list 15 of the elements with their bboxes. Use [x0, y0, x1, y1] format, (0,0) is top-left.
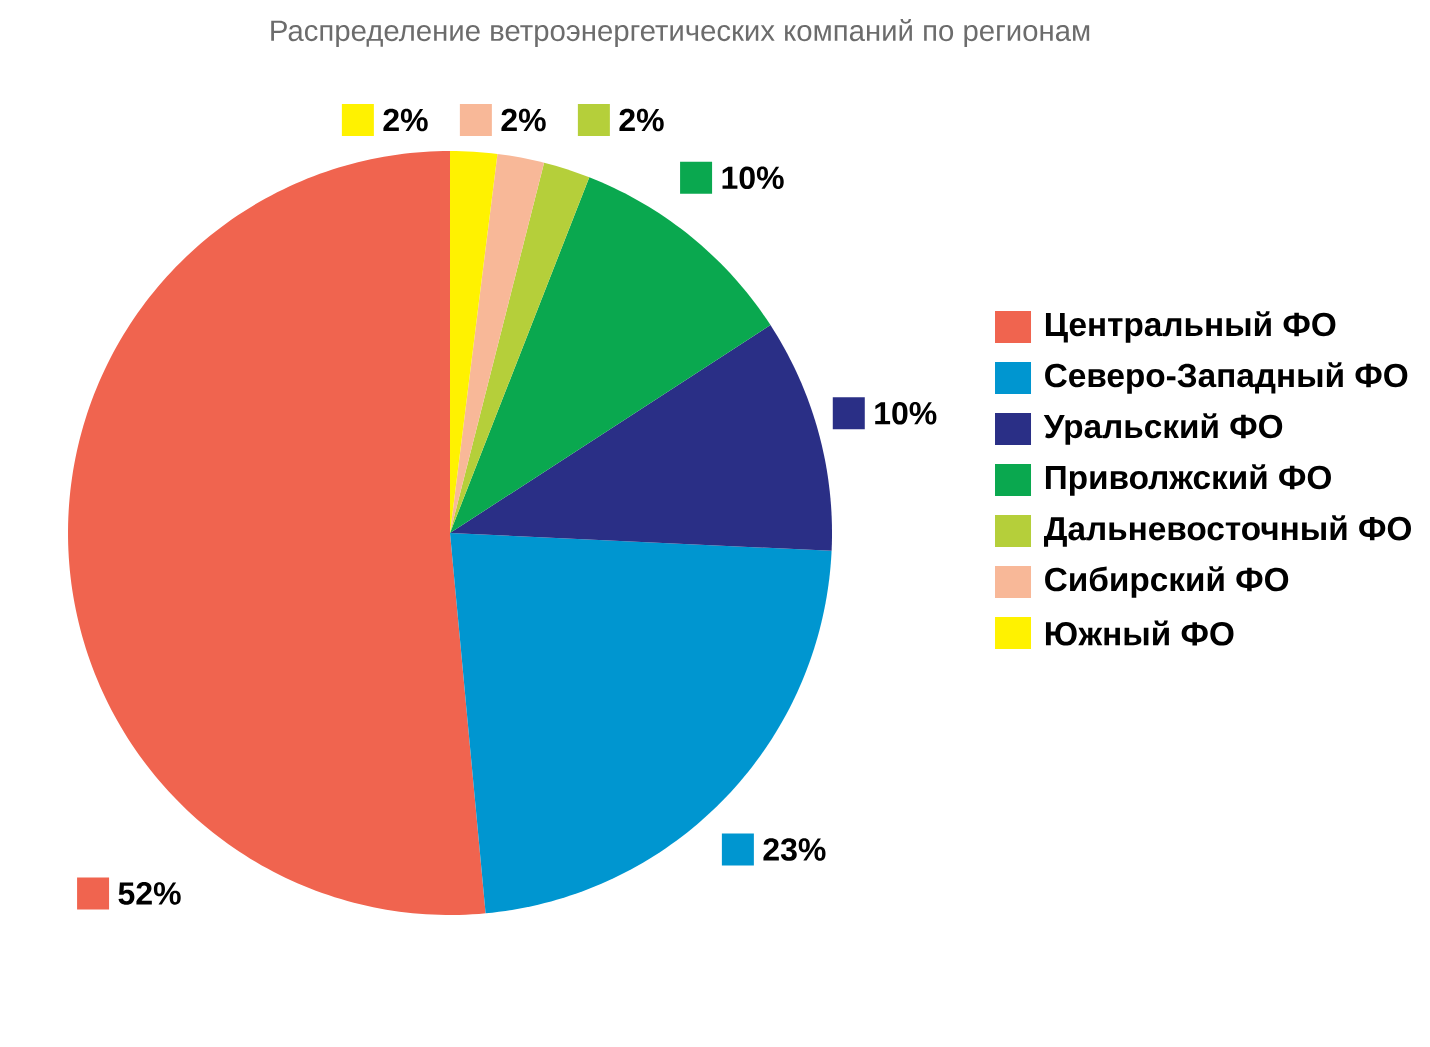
data-label: 10%	[875, 401, 937, 425]
legend-label: Уральский ФО	[1043, 413, 1283, 445]
legend-label: Приволжский ФО	[1045, 464, 1331, 496]
data-label: 2%	[383, 108, 428, 132]
data-label: 2%	[501, 108, 546, 132]
data-label: 2%	[619, 108, 664, 132]
legend-label: Сибирский ФО	[1045, 566, 1289, 598]
data-label: 23%	[763, 838, 826, 861]
chart-title: Распределение ветроэнергетических компаний по регионам	[271, 19, 1090, 47]
legend-label: Южный ФО	[1045, 620, 1234, 646]
legend-label: Центральный ФО	[1045, 311, 1336, 343]
data-label: 10%	[722, 166, 784, 190]
legend-label: Северо-Западный ФО	[1045, 362, 1408, 394]
legend-label: Дальневосточный ФО	[1044, 515, 1411, 547]
data-label: 52%	[118, 882, 181, 905]
